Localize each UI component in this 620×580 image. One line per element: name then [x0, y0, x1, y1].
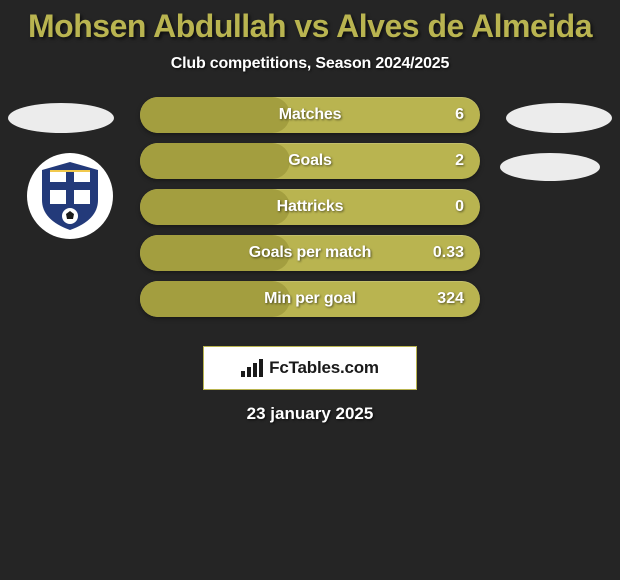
stat-row: Matches6 — [140, 97, 480, 133]
content: Matches6Goals2Hattricks0Goals per match0… — [0, 97, 620, 347]
page-title: Mohsen Abdullah vs Alves de Almeida — [0, 8, 620, 45]
brand-bars-icon — [241, 359, 263, 377]
stat-value: 324 — [437, 281, 464, 317]
stat-value: 0.33 — [433, 235, 464, 271]
stat-bars: Matches6Goals2Hattricks0Goals per match0… — [140, 97, 480, 327]
right-player-placeholder — [506, 103, 612, 133]
left-player-placeholder — [8, 103, 114, 133]
infographic-container: Mohsen Abdullah vs Alves de Almeida Club… — [0, 0, 620, 580]
stat-label: Matches — [140, 97, 480, 133]
stat-row: Goals2 — [140, 143, 480, 179]
cross-h — [50, 182, 90, 190]
stat-row: Hattricks0 — [140, 189, 480, 225]
club-badge — [27, 153, 113, 239]
date-text: 23 january 2025 — [0, 404, 620, 424]
brand-text: FcTables.com — [269, 358, 379, 378]
brand-box: FcTables.com — [203, 346, 417, 390]
stat-label: Min per goal — [140, 281, 480, 317]
club-badge-svg — [38, 160, 102, 232]
stat-value: 6 — [455, 97, 464, 133]
top-stripe — [50, 170, 90, 172]
stat-row: Min per goal324 — [140, 281, 480, 317]
stat-label: Goals per match — [140, 235, 480, 271]
stat-row: Goals per match0.33 — [140, 235, 480, 271]
stat-label: Hattricks — [140, 189, 480, 225]
stat-label: Goals — [140, 143, 480, 179]
right-club-placeholder — [500, 153, 600, 181]
stat-value: 0 — [455, 189, 464, 225]
subtitle: Club competitions, Season 2024/2025 — [0, 55, 620, 73]
stat-value: 2 — [455, 143, 464, 179]
